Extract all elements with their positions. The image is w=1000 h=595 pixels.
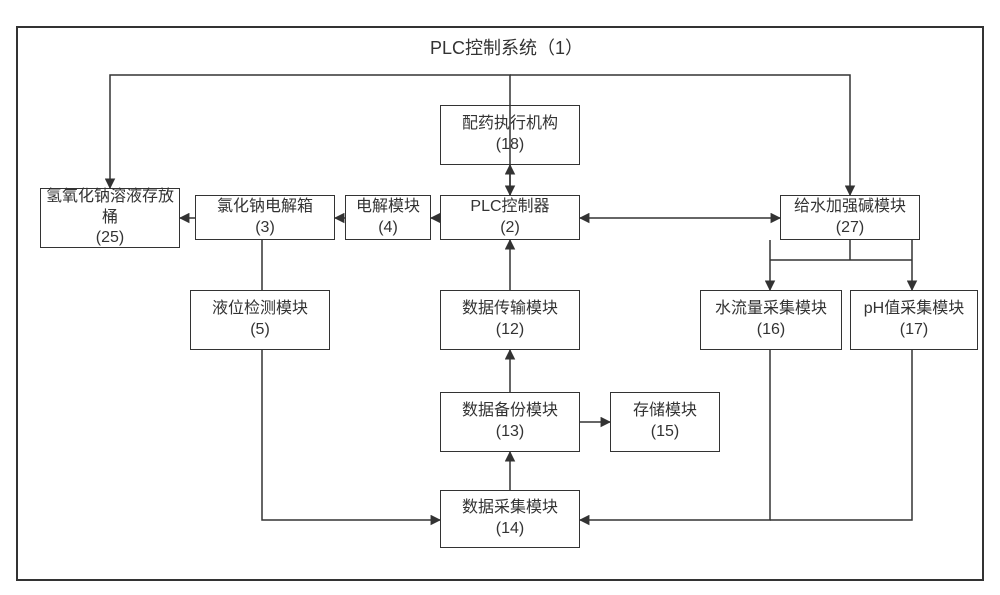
edge-plc-naoh-top: [110, 75, 510, 195]
edge-plc-alkali-top: [510, 75, 850, 195]
edge-level-collect: [262, 350, 440, 520]
edge-flow-collect: [580, 350, 770, 520]
edge-ph-collect: [770, 350, 912, 520]
edges-layer: [0, 0, 1000, 595]
